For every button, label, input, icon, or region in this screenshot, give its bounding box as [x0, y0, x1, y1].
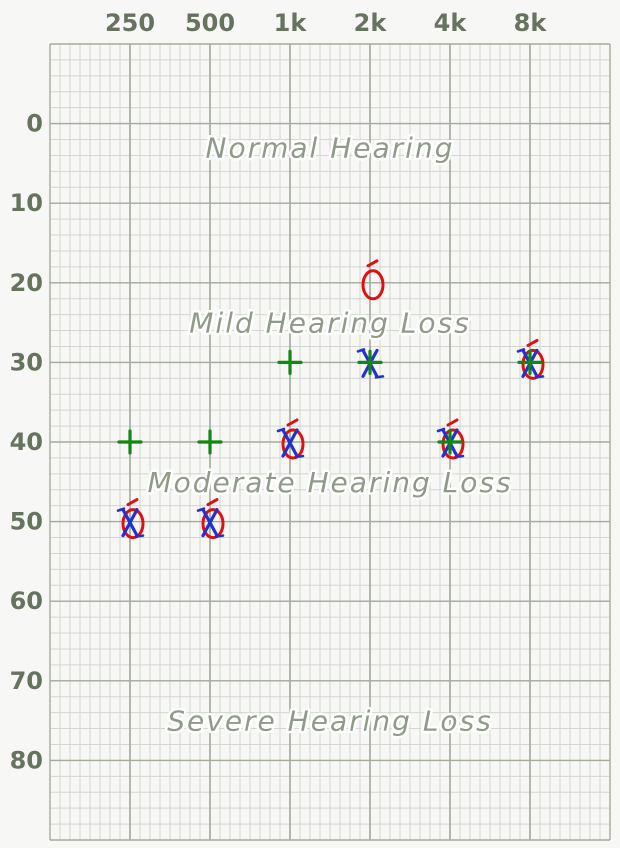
y-tick-label: 80: [10, 746, 43, 774]
x-tick-label: 4k: [434, 9, 468, 37]
x-mark: [116, 507, 145, 538]
x-tick-label: 2k: [354, 9, 388, 37]
o-mark: [281, 418, 305, 460]
region-label: Moderate Hearing Loss: [147, 466, 512, 499]
y-tick-label: 60: [10, 587, 43, 615]
o-mark: [521, 338, 545, 380]
y-axis-ticks: 0 10 20 30 40 50 60 70 80: [10, 110, 43, 775]
y-tick-label: 50: [10, 508, 43, 536]
o-mark: [201, 498, 225, 540]
plus-mark: [277, 349, 303, 375]
plus-mark: [357, 349, 383, 375]
y-tick-label: 40: [10, 428, 43, 456]
x-tick-label: 8k: [514, 9, 548, 37]
plus-mark: [517, 349, 543, 375]
y-tick-label: 30: [10, 348, 43, 376]
o-mark: [121, 498, 145, 540]
region-labels: Normal Hearing Mild Hearing Loss Moderate …: [145, 129, 513, 740]
y-tick-label: 10: [10, 189, 43, 217]
x-tick-label: 1k: [274, 9, 308, 37]
x-tick-label: 250: [105, 9, 155, 37]
region-label: Mild Hearing Loss: [189, 307, 470, 340]
data-marks: [116, 259, 545, 540]
y-tick-label: 0: [26, 110, 43, 138]
region-label: Severe Hearing Loss: [167, 705, 493, 738]
plus-mark: [437, 429, 463, 455]
x-mark: [196, 507, 225, 538]
x-axis-ticks: 250 500 1k 2k 4k 8k: [105, 9, 547, 37]
region-label: Normal Hearing: [206, 131, 455, 164]
o-mark: [361, 259, 385, 301]
y-tick-label: 70: [10, 667, 43, 695]
x-mark: [276, 427, 305, 459]
o-mark: [441, 418, 465, 460]
y-tick-label: 20: [10, 269, 43, 297]
plus-mark: [117, 429, 143, 455]
plus-mark: [197, 429, 223, 455]
x-tick-label: 500: [185, 9, 235, 37]
